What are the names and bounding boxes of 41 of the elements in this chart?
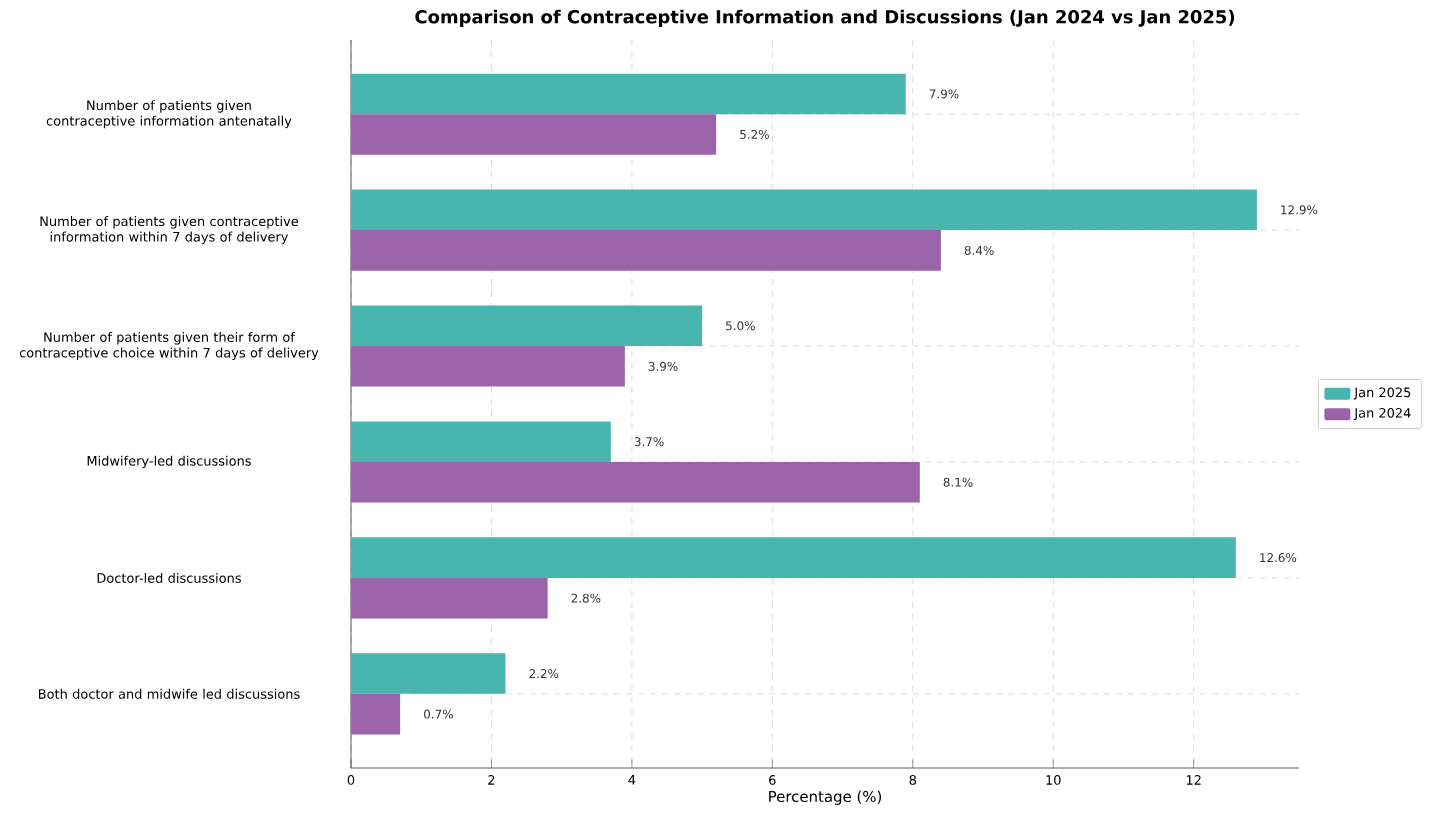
data-label: 12.9% (1281, 205, 1318, 215)
bar (351, 577, 548, 619)
bar (351, 230, 941, 271)
y-tick-label: Number of patients given their form of contraceptive choice within 7 days of delivery (19, 332, 319, 361)
bar (351, 653, 506, 694)
bar (351, 537, 1236, 578)
bar (351, 693, 401, 735)
legend-label: Jan 2025 (1353, 387, 1411, 400)
data-label: 8.1% (943, 477, 973, 487)
bar (351, 461, 920, 503)
bar (351, 189, 1257, 231)
data-label: 3.7% (634, 437, 664, 447)
data-label: 5.2% (740, 129, 769, 139)
data-label: 7.9% (929, 89, 959, 99)
x-tick-label: 6 (769, 775, 776, 785)
x-tick-label: 2 (488, 775, 495, 785)
data-label: 12.6% (1260, 553, 1297, 563)
x-tick-label: 12 (1186, 775, 1201, 785)
data-label: 2.8% (571, 593, 601, 603)
bar (351, 114, 717, 155)
bar (351, 73, 906, 115)
y-tick-label: Midwifery-led discussions (87, 455, 251, 469)
y-tick-label: Number of patients given contraceptive information antenatally (46, 100, 292, 129)
x-tick-label: 10 (1046, 775, 1061, 785)
x-tick-label: 0 (347, 775, 355, 785)
chart-title: Comparison of Contraceptive Information and Discussions (Jan 2024 vs Jan 2025) (415, 9, 1235, 27)
bar (351, 305, 703, 347)
data-label: 5.0% (726, 321, 755, 331)
x-tick-label: 4 (628, 775, 636, 785)
data-label: 3.9% (648, 361, 678, 371)
y-tick-label: Number of patients given contraceptive information within 7 days of delivery (40, 216, 299, 245)
data-label: 0.7% (423, 709, 453, 719)
bar (351, 346, 625, 387)
data-label: 8.4% (964, 245, 994, 255)
data-label: 2.2% (529, 669, 559, 679)
y-tick-label: Doctor-led discussions (97, 572, 241, 583)
bar (351, 421, 611, 462)
legend-label: Jan 2024 (1353, 408, 1411, 421)
x-tick-label: 8 (909, 775, 917, 785)
x-axis-title: Percentage (%) (769, 790, 882, 805)
y-tick-label: Both doctor and midwife led discussions (39, 688, 300, 699)
